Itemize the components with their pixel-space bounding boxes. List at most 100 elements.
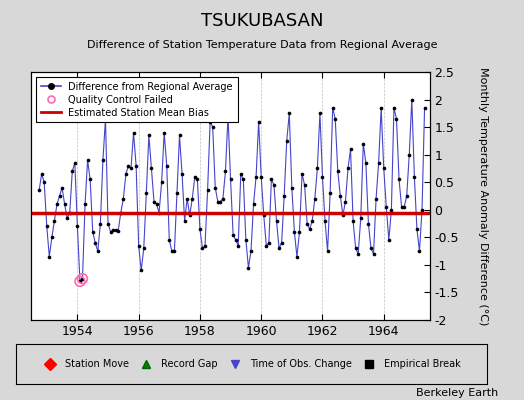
Point <box>416 248 424 254</box>
Point <box>109 227 117 233</box>
Point <box>367 245 375 252</box>
Point <box>81 201 89 208</box>
Point <box>221 168 230 174</box>
Point <box>236 171 245 177</box>
Point <box>37 171 46 177</box>
Point <box>89 229 97 235</box>
Point <box>155 209 163 216</box>
Point <box>176 132 184 138</box>
Point <box>321 218 329 224</box>
Point <box>375 160 383 166</box>
Point <box>229 231 237 238</box>
Point <box>329 105 337 111</box>
Point <box>313 165 322 172</box>
Point <box>178 171 186 177</box>
Point <box>298 171 306 177</box>
Point <box>119 196 127 202</box>
Point <box>150 198 158 205</box>
Point <box>216 198 225 205</box>
Point <box>402 193 411 199</box>
Point <box>188 196 196 202</box>
Point <box>369 251 378 257</box>
Point <box>352 245 360 252</box>
Point <box>341 198 350 205</box>
Point <box>377 105 385 111</box>
Point <box>76 278 84 285</box>
Point <box>252 174 260 180</box>
Point <box>68 168 77 174</box>
Point <box>73 223 82 230</box>
Point <box>106 229 115 235</box>
Point <box>326 190 334 196</box>
Point <box>50 218 59 224</box>
Point <box>224 113 232 119</box>
Point <box>196 226 204 232</box>
Point <box>145 132 153 138</box>
Point <box>71 160 79 166</box>
Point <box>170 248 179 254</box>
Point <box>183 196 191 202</box>
Point <box>86 176 94 183</box>
Point <box>331 116 340 122</box>
Point <box>180 218 189 224</box>
Point <box>408 96 416 103</box>
Point <box>152 201 161 208</box>
Point <box>198 245 206 252</box>
Point <box>147 165 156 172</box>
Point <box>78 276 86 282</box>
Point <box>400 204 408 210</box>
Point <box>277 240 286 246</box>
Point <box>382 204 390 210</box>
Point <box>239 176 247 183</box>
Point <box>76 278 84 285</box>
Point <box>206 118 214 125</box>
Text: Difference of Station Temperature Data from Regional Average: Difference of Station Temperature Data f… <box>87 40 437 50</box>
Point <box>418 206 426 213</box>
Point <box>385 237 393 243</box>
Point <box>63 215 71 221</box>
Point <box>94 248 102 254</box>
Legend: Difference from Regional Average, Quality Control Failed, Estimated Station Mean: Difference from Regional Average, Qualit… <box>36 77 238 122</box>
Point <box>311 196 319 202</box>
Point <box>168 248 176 254</box>
Point <box>219 196 227 202</box>
Point <box>45 254 53 260</box>
Point <box>247 248 255 254</box>
Point <box>160 130 168 136</box>
Point <box>267 176 276 183</box>
Point <box>191 174 199 180</box>
Point <box>346 146 355 152</box>
Point <box>91 240 100 246</box>
Point <box>142 190 150 196</box>
Point <box>139 245 148 252</box>
Point <box>323 248 332 254</box>
Point <box>234 242 243 249</box>
Point <box>60 201 69 208</box>
Point <box>211 184 220 191</box>
Point <box>364 220 373 227</box>
Point <box>56 193 64 199</box>
Y-axis label: Monthly Temperature Anomaly Difference (°C): Monthly Temperature Anomaly Difference (… <box>478 67 488 325</box>
Point <box>48 234 56 240</box>
Point <box>265 240 273 246</box>
Point <box>397 204 406 210</box>
Point <box>303 220 311 227</box>
Point <box>42 223 51 230</box>
Point <box>420 105 429 111</box>
Point <box>275 245 283 252</box>
Point <box>272 218 281 224</box>
Point <box>395 176 403 183</box>
Point <box>117 209 125 216</box>
Point <box>296 229 304 235</box>
Point <box>410 174 419 180</box>
Point <box>124 162 133 169</box>
Point <box>226 176 235 183</box>
Point <box>127 165 135 172</box>
Point <box>242 237 250 243</box>
Point <box>101 116 110 122</box>
Point <box>262 242 270 249</box>
Point <box>285 110 293 116</box>
Point <box>259 212 268 218</box>
Point <box>308 218 316 224</box>
Point <box>209 124 217 130</box>
